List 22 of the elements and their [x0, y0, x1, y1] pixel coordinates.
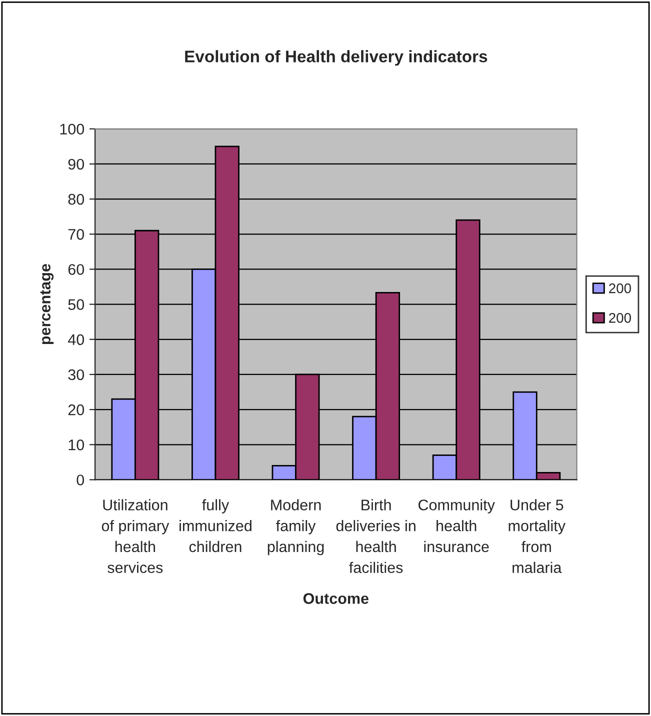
- y-tick-label: 100: [60, 124, 84, 135]
- y-axis-title: percentage: [40, 264, 54, 344]
- y-tick-label: 40: [68, 334, 84, 346]
- x-tick-label: fully immunized children: [180, 499, 252, 552]
- x-axis-title: Outcome: [303, 593, 369, 604]
- x-tick-label: Community health insurance: [418, 499, 495, 552]
- x-tick-label: Birth deliveries in health facilities: [336, 499, 416, 574]
- x-tick-label: Utilization of primary health services: [102, 499, 170, 574]
- y-tick-label: 80: [68, 194, 84, 205]
- y-tick-label: 10: [68, 440, 84, 450]
- y-tick-label: 50: [68, 299, 84, 310]
- y-tick-label: 20: [68, 404, 84, 416]
- legend-label: 200: [609, 313, 631, 323]
- legend-label: 200: [609, 283, 631, 294]
- y-tick-label: 30: [68, 369, 84, 380]
- chart-title: Evolution of Health delivery indicators: [185, 50, 488, 66]
- y-tick-label: 0: [76, 474, 84, 486]
- x-tick-label: Under 5 mortality from malaria: [508, 499, 566, 574]
- y-tick-label: 90: [68, 158, 84, 170]
- y-tick-label: 70: [68, 229, 84, 240]
- y-tick-label: 60: [68, 264, 84, 275]
- x-tick-label: Modern family planning: [268, 499, 324, 556]
